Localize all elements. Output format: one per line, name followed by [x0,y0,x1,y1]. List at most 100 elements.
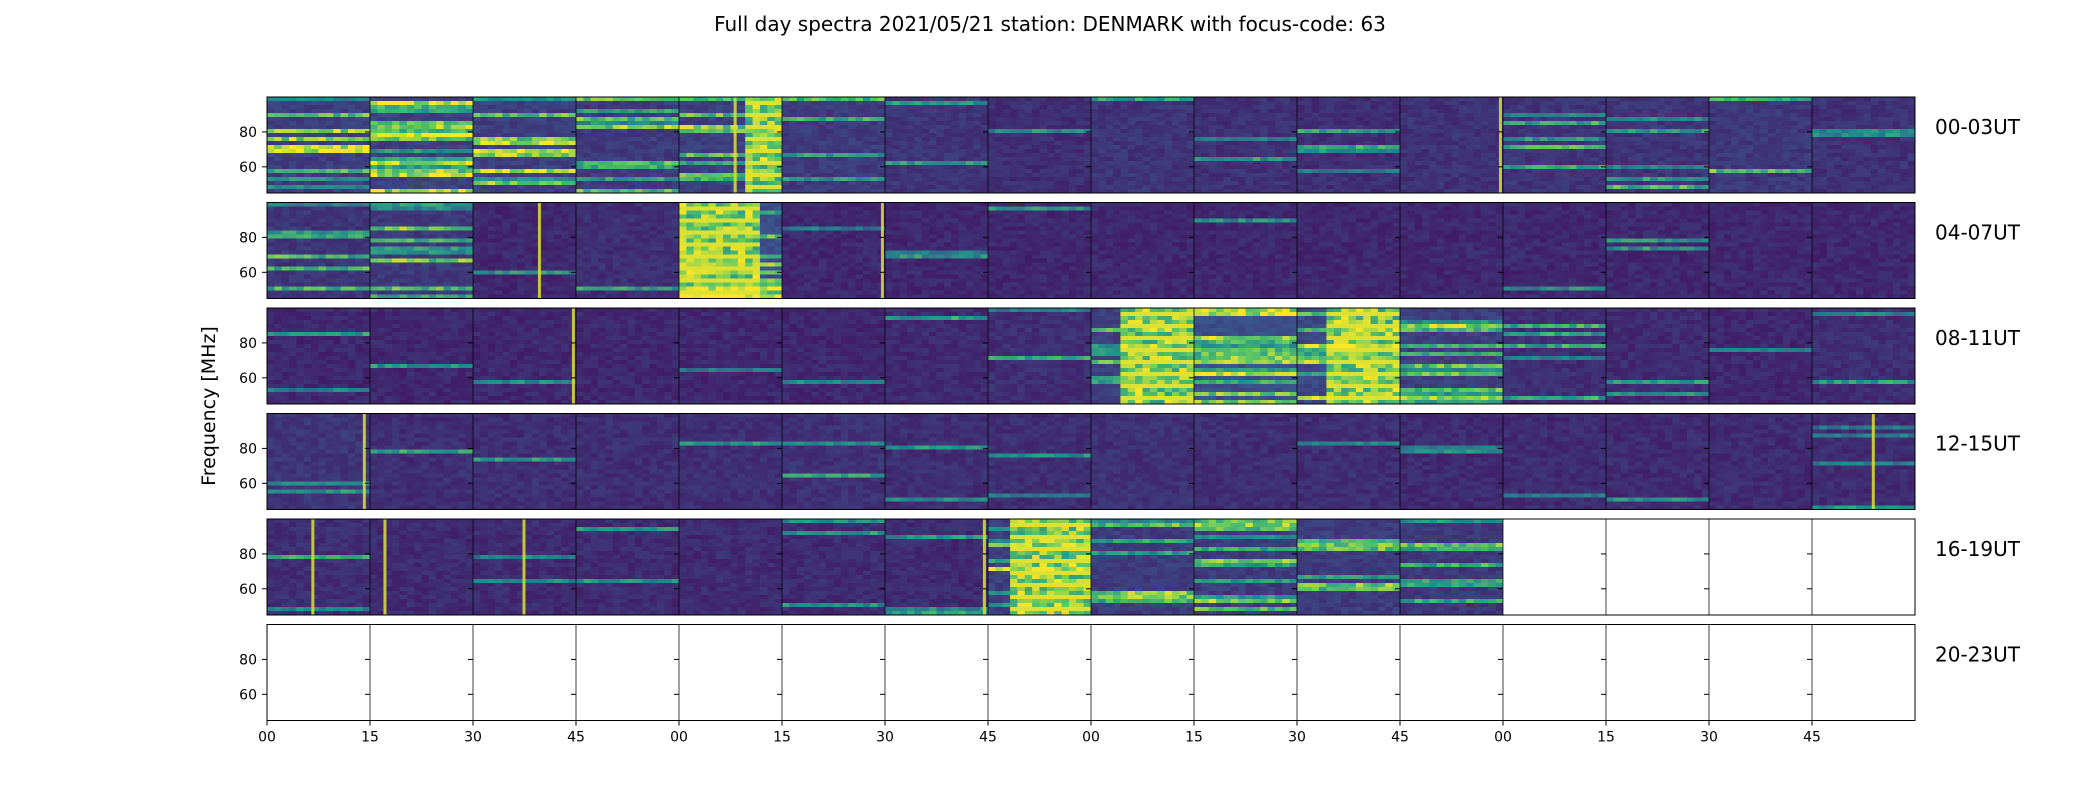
spectrum-cell [833,137,842,142]
spectrum-cell [1282,181,1291,186]
spectrum-cell [870,137,879,142]
spectrum-cell [1238,113,1247,118]
spectrum-cell [855,181,864,186]
spectrum-cell [737,145,746,150]
spectrum-cell [495,121,504,126]
spectrum-cell [1753,161,1762,166]
spectrum-cell [1539,105,1548,110]
spectrum-cell [1620,185,1629,190]
spectrum-cell [671,117,680,122]
spectrum-cell [818,133,827,138]
spectrum-cell [1319,165,1328,170]
spectrum-cell [1503,173,1511,178]
spectrum-cell [1539,161,1548,166]
spectrum-cell [502,145,511,150]
spectrum-cell [1032,169,1041,174]
spectrum-cell [1370,117,1379,122]
spectrum-cell [862,181,871,186]
spectrum-cell [921,105,930,110]
spectrum-cell [693,101,702,106]
spectrum-cell [1414,177,1423,182]
spectrum-cell [1731,121,1740,126]
spectrum-cell [1385,173,1394,178]
spectrum-cell [1510,165,1519,170]
spectrum-cell [612,185,621,190]
spectrum-cell [723,173,732,178]
spectrum-cell [759,157,768,162]
spectrum-cell [1039,137,1048,142]
spectrum-cell [679,145,687,150]
spectrum-cell [1775,97,1784,102]
spectrum-cell [892,137,901,142]
spectrum-cell [1664,161,1673,166]
spectrum-cell [392,189,401,193]
spectrum-cell [1238,161,1247,166]
spectrum-cell [1105,141,1114,146]
spectrum-cell [274,153,283,158]
spectrum-cell [1598,157,1607,162]
spectrum-cell [649,101,658,106]
spectrum-cell [921,165,930,170]
spectrum-cell [480,185,489,190]
spectrum-cell [1488,137,1497,142]
spectrum-cell [634,185,643,190]
spectrum-cell [715,149,724,154]
spectrum-cell [377,129,386,134]
spectrum-panel [1091,97,1195,193]
spectrum-cell [1355,101,1364,106]
spectrum-cell [649,189,658,193]
spectrum-cell [723,153,732,158]
spectrum-cell [465,121,474,126]
spectrum-cell [642,157,651,162]
spectrum-cell [789,153,798,158]
spectrum-cell [1370,185,1379,190]
spectrum-cell [443,149,452,154]
spectrum-cell [1503,165,1511,170]
spectrum-cell [1503,113,1511,118]
spectrum-cell [1407,105,1416,110]
spectrum-cell [1392,117,1401,122]
spectrum-cell [752,97,761,102]
spectrum-cell [1385,129,1394,134]
spectrum-cell [1591,113,1600,118]
spectrum-cell [598,129,607,134]
spectrum-cell [1230,149,1239,154]
spectrum-cell [1642,109,1651,114]
spectrum-cell [693,157,702,162]
spectrum-cell [1135,129,1144,134]
spectrum-cell [774,181,783,186]
spectrum-cell [1503,125,1511,130]
spectrum-cell [1171,161,1180,166]
spectrum-cell [664,169,673,174]
spectrum-cell [1400,189,1408,193]
spectrum-panel [988,97,1092,193]
spectrum-cell [539,121,548,126]
spectrum-cell [502,105,511,110]
spectrum-cell [583,189,592,193]
spectrum-cell [1149,137,1158,142]
spectrum-cell [679,141,687,146]
spectrum-cell [1569,149,1578,154]
spectrum-cell [1488,169,1497,174]
spectrum-cell [1208,165,1217,170]
spectrum-cell [1554,113,1563,118]
spectrum-cell [752,157,761,162]
spectrum-cell [1745,141,1754,146]
spectrum-cell [811,125,820,130]
spectrum-cell [634,153,643,158]
spectrum-cell [1238,149,1247,154]
spectrum-cell [1385,97,1394,102]
spectrum-cell [1017,117,1026,122]
spectrum-cell [1157,129,1166,134]
spectrum-cell [1554,157,1563,162]
spectrum-cell [649,145,658,150]
spectrum-cell [487,149,496,154]
spectrum-cell [1223,161,1232,166]
spectrum-cell [1517,153,1526,158]
spectrum-cell [958,137,967,142]
spectrum-cell [1091,157,1099,162]
spectrum-cell [370,117,378,122]
spectrum-cell [656,113,665,118]
spectrum-cell [782,165,790,170]
spectrum-cell [907,165,916,170]
